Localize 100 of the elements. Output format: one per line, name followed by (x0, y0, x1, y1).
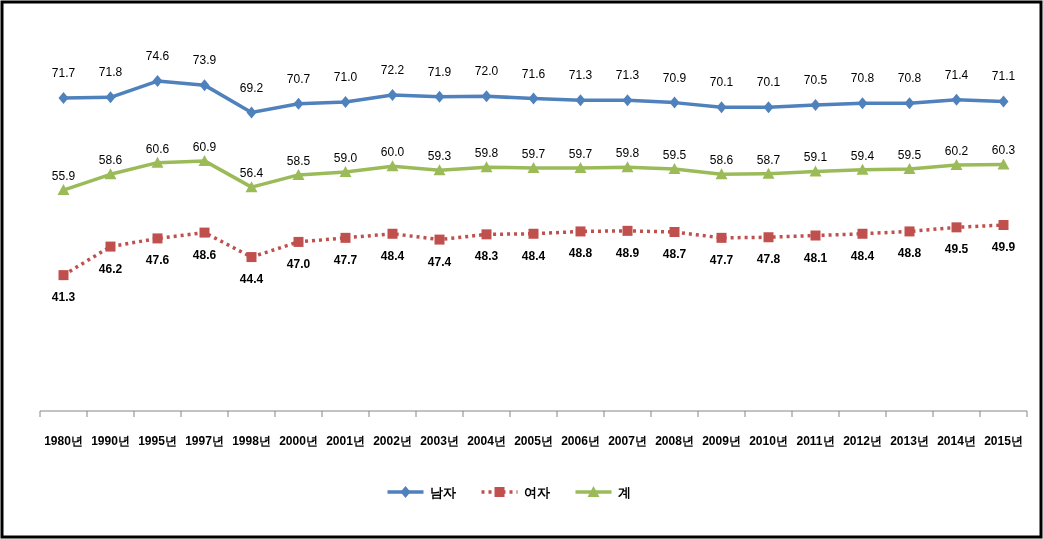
data-label: 72.0 (474, 64, 499, 79)
point (151, 156, 164, 168)
point (622, 225, 633, 236)
data-label: 70.1 (756, 75, 781, 90)
point (951, 222, 962, 233)
data-label: 70.7 (286, 71, 311, 86)
point (57, 184, 70, 196)
point (669, 96, 680, 109)
point (481, 90, 492, 103)
data-label: 72.2 (380, 63, 405, 78)
data-label: 60.0 (380, 145, 405, 160)
point (716, 232, 727, 243)
data-label: 59.7 (568, 146, 593, 161)
data-label: 59.3 (427, 149, 452, 164)
point (904, 97, 915, 110)
point (245, 181, 258, 193)
data-label: 41.3 (51, 290, 76, 305)
point (198, 154, 211, 166)
data-label: 71.3 (615, 68, 640, 83)
point (152, 233, 163, 244)
point (621, 161, 634, 173)
point (857, 228, 868, 239)
point (246, 106, 257, 119)
point (574, 161, 587, 173)
data-label: 71.9 (427, 64, 452, 79)
data-label: 48.8 (897, 246, 922, 261)
data-label: 48.4 (380, 248, 405, 263)
data-label: 47.0 (286, 256, 311, 271)
point (246, 252, 257, 263)
point (386, 160, 399, 172)
data-label: 59.8 (615, 146, 640, 161)
point (199, 227, 210, 238)
point (480, 161, 493, 173)
data-label: 47.7 (709, 252, 734, 267)
x-tick-label: 1997년 (185, 434, 224, 448)
point (293, 236, 304, 247)
point (950, 158, 963, 170)
point (763, 232, 774, 243)
data-label: 73.9 (192, 53, 217, 68)
point (528, 228, 539, 239)
data-label: 70.1 (709, 75, 734, 90)
x-tick-label: 2006년 (561, 434, 600, 448)
data-label: 70.8 (850, 71, 875, 86)
point (105, 241, 116, 252)
point (340, 96, 351, 109)
x-tick-label: 2008년 (655, 434, 694, 448)
x-tick-label: 1995년 (138, 434, 177, 448)
data-label: 70.8 (897, 71, 922, 86)
point (951, 93, 962, 106)
data-label: 55.9 (51, 169, 76, 184)
point (528, 92, 539, 105)
data-label: 71.7 (51, 65, 76, 80)
data-label: 48.7 (662, 247, 687, 262)
point (903, 163, 916, 175)
point (998, 220, 1009, 231)
x-tick-label: 2000년 (279, 434, 318, 448)
data-label: 60.9 (192, 139, 217, 154)
point (810, 230, 821, 241)
point (105, 91, 116, 104)
point (340, 232, 351, 243)
data-label: 48.4 (521, 248, 546, 263)
point (762, 167, 775, 179)
data-label: 58.5 (286, 153, 311, 168)
data-label: 59.5 (662, 148, 687, 163)
data-label: 48.8 (568, 246, 593, 261)
data-label: 59.8 (474, 146, 499, 161)
data-label: 74.6 (145, 49, 170, 64)
x-tick-label: 2012년 (843, 434, 882, 448)
data-label: 48.1 (803, 250, 828, 265)
point (434, 234, 445, 245)
point (997, 158, 1010, 170)
data-label: 70.9 (662, 70, 687, 85)
point (669, 227, 680, 238)
x-tick-label: 2002년 (373, 434, 412, 448)
point (387, 228, 398, 239)
data-label: 60.2 (944, 143, 969, 158)
x-tick-label: 2014년 (937, 434, 976, 448)
data-label: 56.4 (239, 166, 264, 181)
point (622, 94, 633, 107)
point (575, 94, 586, 107)
point (575, 226, 586, 237)
data-label: 58.6 (709, 153, 734, 168)
x-tick-label: 1980년 (44, 434, 83, 448)
data-label: 71.0 (333, 70, 358, 85)
data-label: 47.4 (427, 254, 452, 269)
data-label: 48.6 (192, 247, 217, 262)
point (904, 226, 915, 237)
point (715, 168, 728, 180)
x-tick-label: 2013년 (890, 434, 929, 448)
data-label: 59.7 (521, 146, 546, 161)
data-label: 58.7 (756, 152, 781, 167)
data-label: 47.8 (756, 252, 781, 267)
data-label: 48.3 (474, 249, 499, 264)
data-label: 48.4 (850, 248, 875, 263)
data-label: 69.2 (239, 80, 264, 95)
data-label: 49.5 (944, 242, 969, 257)
point (716, 101, 727, 114)
point (58, 91, 69, 104)
point (292, 168, 305, 180)
point (58, 270, 69, 281)
